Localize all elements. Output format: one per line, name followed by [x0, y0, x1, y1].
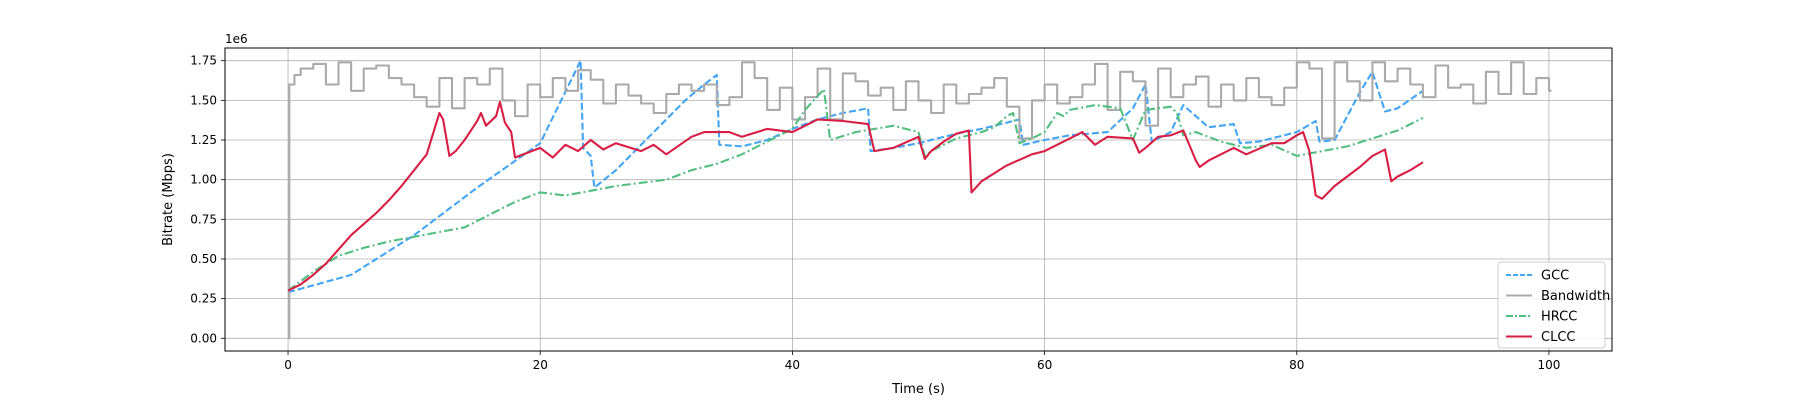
x-tick-label: 80	[1289, 358, 1304, 372]
x-tick-label: 0	[284, 358, 292, 372]
x-tick-label: 20	[533, 358, 548, 372]
y-tick-label: 0.00	[190, 331, 217, 345]
y-tick-label: 1.50	[190, 93, 217, 107]
y-tick-label: 0.50	[190, 252, 217, 266]
series-line-hrcc	[287, 88, 1424, 292]
series-layer	[287, 59, 1552, 340]
series-line-clcc	[287, 100, 1424, 292]
x-axis-ticks: 0 20 40 60 80 100	[284, 351, 1560, 372]
y-tick-label: 0.75	[190, 212, 217, 226]
y-tick-label: 1.00	[190, 173, 217, 187]
x-tick-label: 40	[785, 358, 800, 372]
legend-label-hrcc: HRCC	[1541, 310, 1577, 325]
legend-label-clcc: CLCC	[1541, 330, 1575, 345]
y-axis-label: Bitrate (Mbps)	[161, 153, 176, 246]
legend-label-bandwidth: Bandwidth	[1541, 289, 1610, 304]
legend-box	[1497, 261, 1606, 349]
plot-area-frame	[224, 47, 1613, 352]
y-tick-label: 1.25	[190, 133, 217, 147]
y-axis-ticks: 0.00 0.25 0.50 0.75 1.00 1.25 1.50 1.75	[190, 54, 225, 345]
x-axis-label: Time (s)	[891, 382, 945, 397]
legend: GCC Bandwidth HRCC CLCC	[1497, 261, 1610, 349]
legend-label-gcc: GCC	[1541, 269, 1569, 284]
y-tick-label: 1.75	[190, 54, 217, 68]
x-tick-label: 100	[1538, 358, 1561, 372]
x-tick-label: 60	[1037, 358, 1052, 372]
y-axis-offset-text: 1e6	[225, 32, 248, 46]
y-tick-label: 0.25	[190, 292, 217, 306]
series-line-bandwidth	[288, 61, 1552, 340]
series-line-gcc	[287, 59, 1424, 294]
